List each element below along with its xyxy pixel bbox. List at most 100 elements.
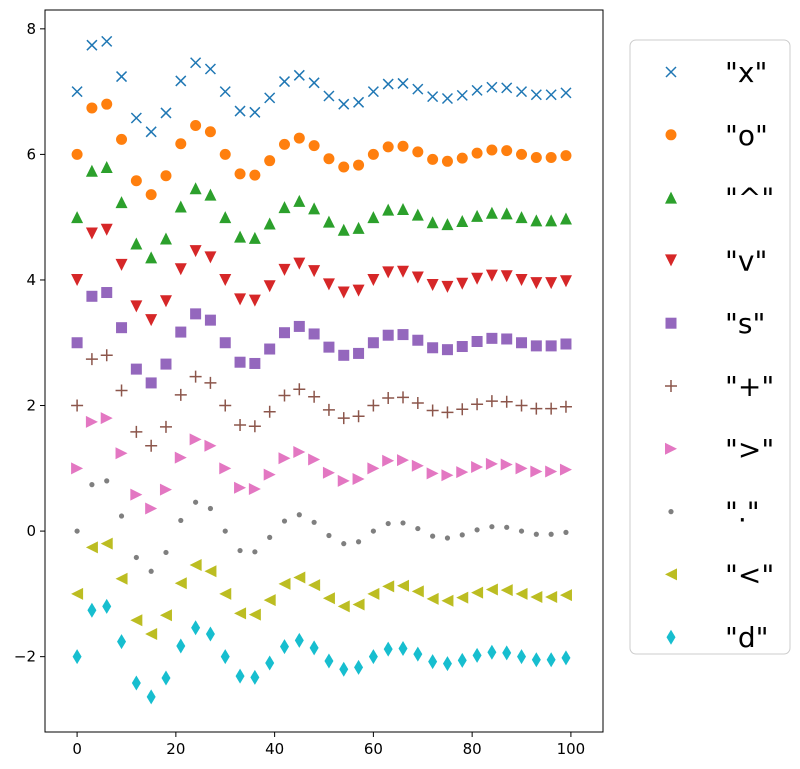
data-point [234,481,247,494]
legend: "x" "o" "^" "v" "s" "+" ">" "." "<" "d" [629,39,791,655]
legend-marker [665,254,677,267]
data-point [219,337,231,349]
data-point [100,160,113,173]
data-point [86,39,98,51]
data-point [101,35,113,47]
data-point [234,607,247,620]
series-+ [71,349,572,452]
plot-frame [44,9,604,733]
data-point [204,188,217,201]
data-point [130,488,143,501]
data-point [441,155,453,167]
data-point [516,337,528,349]
series-^ [71,160,572,264]
data-point [175,75,187,87]
data-point [339,661,349,677]
data-point [101,98,113,110]
data-point [100,223,113,236]
legend-marker [666,629,676,645]
data-point [85,164,98,177]
data-point [441,406,454,419]
data-point [159,420,172,433]
data-point [337,223,350,236]
data-point [322,215,335,228]
data-point [204,565,217,578]
data-point [397,203,410,216]
data-point [516,148,528,160]
data-point [367,273,380,286]
data-point [441,594,454,607]
data-point [278,201,291,214]
data-point [248,420,261,433]
data-point [471,209,484,222]
data-point [561,650,571,666]
data-point [501,145,513,157]
data-point [367,211,380,224]
data-point [278,327,290,339]
data-point [383,641,393,657]
data-point [89,482,95,488]
data-point [101,287,113,299]
legend-item: "x" [665,56,767,89]
data-point [382,329,394,341]
data-point [426,592,439,605]
legend-marker [665,380,677,392]
data-point [411,397,424,410]
data-point [308,390,321,403]
data-point [293,383,306,396]
data-point [400,520,406,526]
data-point [471,461,484,474]
data-point [146,689,156,705]
data-point [161,670,171,686]
data-point [428,654,438,670]
data-point [337,600,350,613]
x-tick-label: 60 [364,740,383,758]
data-point [85,541,98,554]
data-point [145,126,157,138]
legend-label: "<" [725,558,774,591]
data-point [367,148,379,160]
data-point [515,86,528,98]
data-point [560,150,572,162]
data-point [367,399,380,412]
data-point [323,341,335,353]
data-point [500,458,513,471]
data-point [160,170,172,182]
data-point [459,532,465,538]
data-point [293,320,305,332]
data-point [116,133,128,145]
data-point [87,602,97,618]
data-point [249,357,261,369]
data-point [545,152,557,164]
data-point [190,308,202,320]
data-point [248,483,261,496]
series-< [71,537,572,641]
data-point [352,221,365,234]
data-point [116,71,128,83]
legend-item: "s" [665,307,765,340]
data-point [530,340,542,352]
data-point [485,583,498,596]
data-point [74,528,80,534]
x-tick-label: 20 [166,740,185,758]
data-point [441,280,454,293]
data-point [293,194,306,207]
data-point [545,402,558,415]
data-point [159,295,172,308]
series-x [71,35,572,138]
data-point [367,462,380,475]
data-point [471,586,484,599]
x-tick-label: 40 [265,740,284,758]
data-point [324,653,334,669]
data-point [456,591,469,604]
data-point [559,463,572,476]
data-point [189,433,202,446]
data-point [486,81,498,93]
data-point [367,86,379,98]
data-point [148,568,154,574]
data-point [353,159,365,171]
data-point [441,218,454,231]
legend-label: "x" [725,56,767,89]
legend-item: "v" [665,244,767,277]
data-point [174,577,187,590]
